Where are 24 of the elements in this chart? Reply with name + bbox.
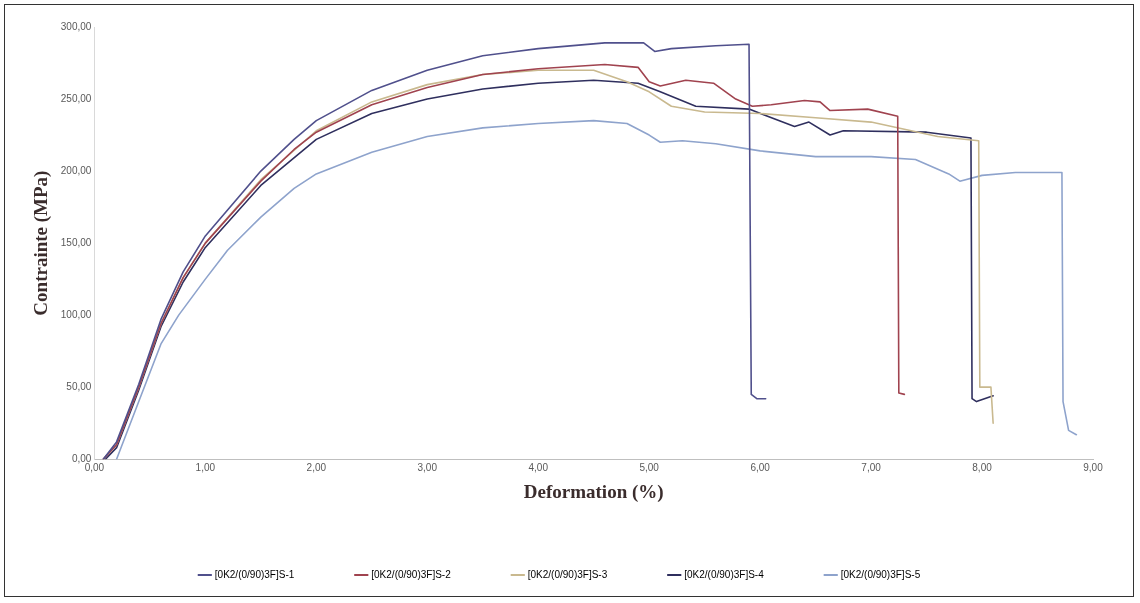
legend-label: [0K2/(0/90)3F]S-1 xyxy=(214,568,295,580)
x-tick-label: 0,00 xyxy=(84,461,105,473)
x-tick-label: 6,00 xyxy=(750,461,771,473)
x-tick-label: 8,00 xyxy=(972,461,993,473)
legend-label: [0K2/(0/90)3F]S-2 xyxy=(371,568,452,580)
legend-label: [0K2/(0/90)3F]S-4 xyxy=(684,568,765,580)
x-tick-label: 9,00 xyxy=(1083,461,1104,473)
legend-label: [0K2/(0/90)3F]S-5 xyxy=(840,568,921,580)
x-axis-title: Deformation (%) xyxy=(523,480,664,503)
y-tick-label: 0,00 xyxy=(71,452,92,464)
y-tick-label: 250,00 xyxy=(60,92,92,104)
legend-label: [0K2/(0/90)3F]S-3 xyxy=(527,568,608,580)
x-tick-label: 1,00 xyxy=(195,461,216,473)
y-tick-label: 50,00 xyxy=(66,380,92,392)
x-tick-label: 4,00 xyxy=(528,461,549,473)
x-tick-label: 3,00 xyxy=(417,461,438,473)
y-tick-label: 300,00 xyxy=(60,20,92,32)
x-tick-label: 2,00 xyxy=(306,461,327,473)
x-tick-label: 5,00 xyxy=(639,461,660,473)
y-axis-title: Contrainte (MPa) xyxy=(30,170,53,316)
y-tick-label: 150,00 xyxy=(60,236,92,248)
x-tick-label: 7,00 xyxy=(861,461,882,473)
y-tick-label: 100,00 xyxy=(60,308,92,320)
y-tick-label: 200,00 xyxy=(60,164,92,176)
